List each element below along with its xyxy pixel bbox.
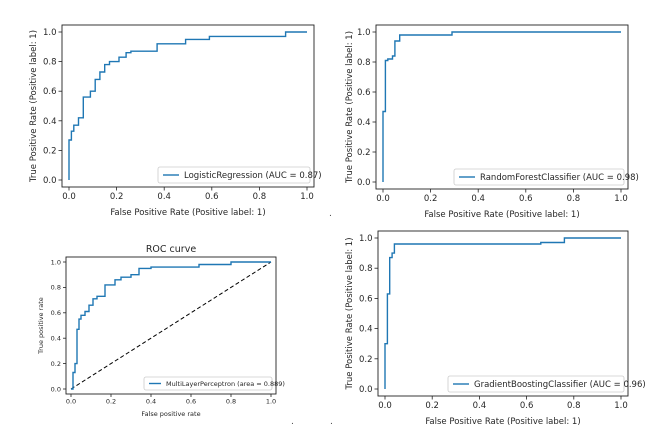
y-tick-label: 0.6 <box>51 309 61 317</box>
y-tick-label: 0.0 <box>43 176 57 186</box>
y-tick-label: 0.4 <box>357 118 371 128</box>
roc-curve-line <box>382 31 621 182</box>
y-tick-label: 0.6 <box>359 294 373 304</box>
x-tick-label: 0.2 <box>110 192 124 202</box>
stray-mark: . <box>330 417 333 427</box>
x-tick-label: 1.0 <box>614 401 628 411</box>
y-tick-label: 0.4 <box>51 334 61 342</box>
x-tick-label: 1.0 <box>300 192 314 202</box>
legend-box <box>157 166 311 184</box>
y-tick-label: 0.2 <box>51 360 61 368</box>
plot-frame <box>61 24 315 188</box>
legend-label: GradientBoostingClassifier (AUC = 0.96) <box>474 380 646 390</box>
legend-box <box>453 168 625 186</box>
x-tick-label: 0.4 <box>157 192 171 202</box>
chart-panel-3: 0.0 0.2 0.4 0.6 0.8 1.0 0.0 0.2 0.4 0.6 0.8 1.0 Fals… <box>37 244 285 418</box>
y-tick-label: 1.0 <box>359 234 373 244</box>
y-tick-label: 0.2 <box>43 146 57 156</box>
x-tick-label: 0.0 <box>62 192 76 202</box>
stray-mark: . <box>291 417 294 427</box>
x-tick-label: 0.8 <box>253 192 267 202</box>
chart-panel-4: 0.0 0.2 0.4 0.6 0.8 1.0 0.0 0.2 0.4 0.6 0.8 1.0 Fals… <box>345 230 646 427</box>
stray-mark: . <box>329 209 332 219</box>
chart-title: ROC curve <box>146 244 197 255</box>
x-tick-label: 0.6 <box>205 192 219 202</box>
x-axis-label: False Positive Rate (Positive label: 1) <box>425 417 580 427</box>
x-tick-label: 0.2 <box>106 398 116 406</box>
legend-label: MultiLayerPerceptron (area = 0.889) <box>166 380 285 388</box>
y-tick-label: 0.0 <box>51 385 61 393</box>
x-axis-label: False Positive Rate (Positive label: 1) <box>110 208 265 218</box>
x-tick-label: 0.4 <box>146 398 156 406</box>
y-tick-label: 0.0 <box>359 385 373 395</box>
x-tick-label: 0.2 <box>425 401 439 411</box>
plot-frame <box>375 24 629 190</box>
legend-label: RandomForestClassifier (AUC = 0.98) <box>480 173 639 183</box>
y-tick-label: 0.8 <box>43 58 57 68</box>
y-tick-label: 0.2 <box>357 148 371 158</box>
y-axis-label: True Positive Rate (Positive label: 1) <box>345 237 355 390</box>
y-tick-label: 1.0 <box>357 28 371 38</box>
legend-box <box>447 375 625 393</box>
x-tick-label: 0.4 <box>471 194 485 204</box>
y-axis-label: True Positive Rate (Positive label: 1) <box>345 31 355 184</box>
plot-frame <box>65 256 277 395</box>
y-axis-label: True Positive Rate (Positive label: 1) <box>29 30 39 183</box>
y-tick-label: 0.6 <box>357 88 371 98</box>
x-tick-label: 0.0 <box>376 194 390 204</box>
x-tick-label: 0.8 <box>567 401 581 411</box>
x-tick-label: 1.0 <box>614 194 628 204</box>
y-tick-label: 0.8 <box>51 284 61 292</box>
y-tick-label: 0.6 <box>43 87 57 97</box>
reference-diagonal-line <box>70 261 272 390</box>
y-tick-label: 0.8 <box>357 58 371 68</box>
x-axis-label: False positive rate <box>141 410 200 418</box>
x-tick-label: 1.0 <box>266 398 276 406</box>
legend-label: LogisticRegression (AUC = 0.87) <box>184 171 322 181</box>
y-tick-label: 0.4 <box>43 117 57 127</box>
y-tick-label: 0.0 <box>357 178 371 188</box>
plot-frame <box>377 230 629 397</box>
x-tick-label: 0.4 <box>473 401 487 411</box>
y-axis-label: True positive rate <box>37 297 45 355</box>
y-tick-label: 0.2 <box>359 355 373 365</box>
y-tick-label: 1.0 <box>43 28 57 38</box>
roc-curve-line <box>384 237 621 389</box>
x-tick-label: 0.8 <box>567 194 581 204</box>
chart-panel-2: 0.0 0.2 0.4 0.6 0.8 1.0 0.0 0.2 0.4 0.6 0.8 1.0 Fals… <box>345 24 639 220</box>
legend-box <box>143 376 273 391</box>
y-tick-label: 0.4 <box>359 325 373 335</box>
roc-curve-line <box>68 31 307 180</box>
chart-panel-1: 0.0 0.2 0.4 0.6 0.8 1.0 0.0 0.2 0.4 0.6 0.8 1.0 Fals… <box>29 24 322 218</box>
x-axis-label: False Positive Rate (Positive label: 1) <box>424 210 579 220</box>
x-tick-label: 0.2 <box>424 194 438 204</box>
x-tick-label: 0.0 <box>66 398 76 406</box>
roc-curve-line <box>71 261 271 390</box>
x-tick-label: 0.6 <box>520 401 534 411</box>
y-tick-label: 1.0 <box>51 258 61 266</box>
y-tick-label: 0.8 <box>359 264 373 274</box>
x-tick-label: 0.6 <box>519 194 533 204</box>
x-tick-label: 0.6 <box>186 398 196 406</box>
x-tick-label: 0.8 <box>226 398 236 406</box>
x-tick-label: 0.0 <box>378 401 392 411</box>
